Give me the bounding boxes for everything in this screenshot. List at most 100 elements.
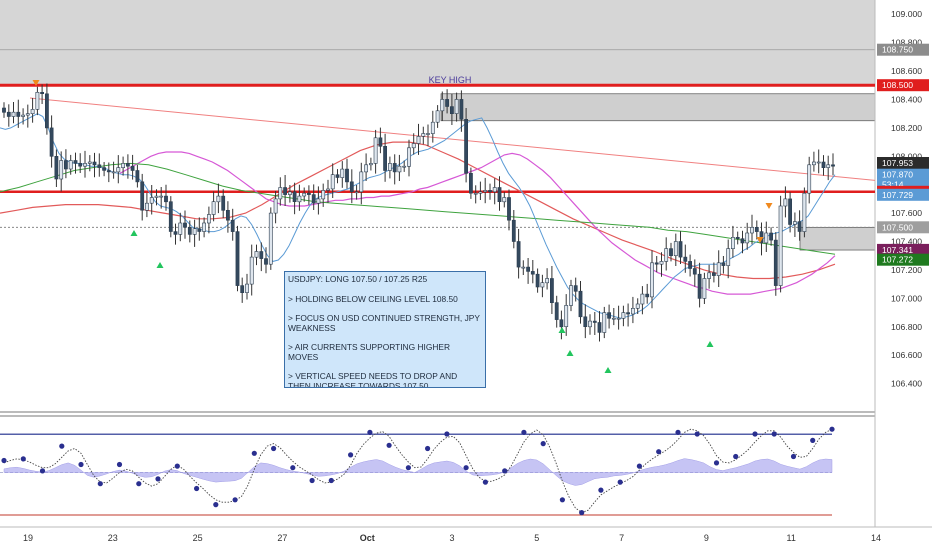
candle-body xyxy=(340,168,345,178)
candle xyxy=(664,237,669,271)
oscillator-point xyxy=(39,468,46,474)
candle xyxy=(416,123,421,155)
candle-body xyxy=(378,137,383,147)
candle-body xyxy=(230,219,235,232)
trendline xyxy=(29,97,876,181)
candle-body xyxy=(359,171,364,193)
candle xyxy=(449,94,454,125)
candle xyxy=(49,115,54,168)
candle xyxy=(421,126,426,145)
fractal-up-marker xyxy=(566,350,574,356)
candle-body xyxy=(402,165,407,168)
candle xyxy=(468,167,473,199)
candle-body xyxy=(592,320,597,323)
candle xyxy=(402,160,407,172)
candle-body xyxy=(164,195,168,203)
candle xyxy=(287,185,292,203)
candle-body xyxy=(49,127,54,157)
candle xyxy=(154,189,159,206)
candle-body xyxy=(92,161,97,166)
oscillator-point xyxy=(656,449,662,455)
candle xyxy=(611,308,616,326)
candle xyxy=(16,99,21,128)
candle xyxy=(378,127,383,154)
candle-body xyxy=(59,160,64,180)
candle xyxy=(240,277,245,303)
candle xyxy=(111,161,116,179)
candle xyxy=(345,158,349,189)
candle-body xyxy=(816,161,821,164)
candle xyxy=(559,310,564,340)
candle xyxy=(292,182,297,215)
candle xyxy=(473,185,478,204)
candle xyxy=(502,191,507,208)
price-label-text: 107.953 xyxy=(882,158,913,168)
candle xyxy=(535,268,540,293)
candle xyxy=(459,90,464,132)
candle-body xyxy=(754,227,759,232)
candle-body xyxy=(573,285,578,292)
price-tick-label: 107.600 xyxy=(891,208,922,218)
price-label-box xyxy=(877,221,929,234)
price-label: 107.500 xyxy=(877,221,929,234)
candle xyxy=(411,133,416,155)
candle-body xyxy=(659,261,664,265)
price-axis: 109.000 108.800 108.600 108.400 108.200 108.0… xyxy=(876,0,932,527)
candle xyxy=(302,187,307,202)
candle-body xyxy=(349,181,354,193)
candle-body xyxy=(430,121,435,134)
oscillator-point xyxy=(675,429,681,435)
candle xyxy=(445,89,450,114)
candle xyxy=(497,176,502,211)
candle-body xyxy=(588,320,592,328)
candle xyxy=(745,222,750,250)
oscillator-point xyxy=(136,481,142,487)
candle xyxy=(826,155,831,181)
candle-body xyxy=(354,191,359,194)
candle xyxy=(811,151,816,172)
candle xyxy=(549,266,554,314)
candle xyxy=(792,212,797,237)
candle xyxy=(507,189,511,231)
candle-body xyxy=(826,164,831,168)
candle-body xyxy=(221,195,226,211)
fractal-down-marker xyxy=(765,203,773,209)
candle-body xyxy=(821,161,826,168)
candle xyxy=(83,150,87,178)
candle-body xyxy=(273,198,278,214)
candle-body xyxy=(421,133,426,137)
candle xyxy=(30,98,35,123)
oscillator-point xyxy=(559,497,566,503)
candle xyxy=(254,244,259,266)
candle-body xyxy=(426,133,430,135)
candle-body xyxy=(435,110,440,123)
price-pane xyxy=(0,80,876,373)
candle-body xyxy=(149,197,154,204)
candle xyxy=(754,220,759,240)
candle-body xyxy=(621,312,626,319)
candle xyxy=(540,274,545,298)
candle xyxy=(778,195,783,293)
candle xyxy=(440,91,445,121)
candle xyxy=(126,154,130,179)
oscillator-point xyxy=(386,442,392,448)
candle xyxy=(650,250,654,309)
candle xyxy=(583,304,588,339)
oscillator-point xyxy=(636,463,643,469)
candle-body xyxy=(678,241,683,258)
candle xyxy=(35,86,40,116)
oscillator-point xyxy=(771,431,777,437)
candle-body xyxy=(283,187,288,195)
candle-body xyxy=(35,92,40,110)
candle xyxy=(764,221,769,252)
candle xyxy=(387,156,392,179)
candle xyxy=(68,154,73,175)
candle-body xyxy=(78,163,83,167)
candle xyxy=(588,314,592,335)
candle-body xyxy=(116,167,121,173)
candle xyxy=(335,169,340,184)
price-label-text: 108.500 xyxy=(882,80,913,90)
time-tick-label: 23 xyxy=(108,533,118,543)
fractal-up-marker xyxy=(130,230,138,236)
